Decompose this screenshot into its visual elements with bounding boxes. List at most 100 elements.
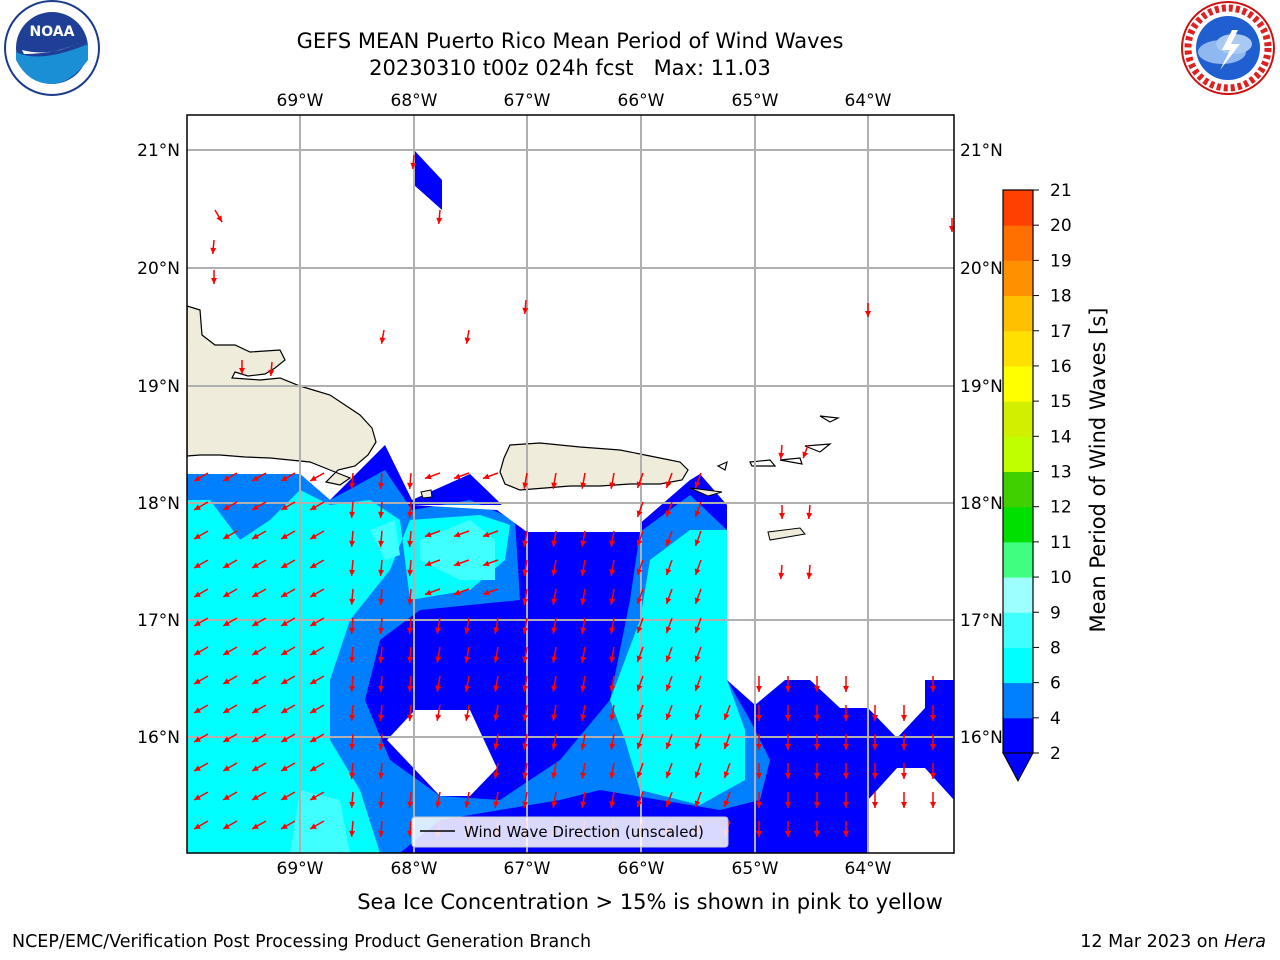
direction-arrow (251, 588, 267, 598)
colorbar-band (1003, 401, 1033, 437)
land-mona (420, 489, 433, 499)
direction-arrow (493, 733, 500, 750)
direction-arrow (378, 588, 385, 606)
direction-arrow (424, 588, 441, 596)
direction-arrow (580, 791, 587, 808)
colorbar-tick-label: 12 (1050, 498, 1072, 518)
direction-arrow (930, 763, 936, 779)
direction-arrow (609, 472, 616, 489)
direction-arrow (378, 559, 385, 577)
direction-arrow (193, 704, 209, 714)
lon-label-top: 66°W (618, 91, 665, 111)
direction-arrow (901, 705, 907, 721)
direction-arrow (309, 472, 325, 482)
direction-arrow (930, 792, 936, 808)
direction-arrow (193, 820, 209, 830)
direction-arrow (407, 675, 414, 693)
direction-arrow (349, 733, 356, 751)
lat-label-right: 20°N (960, 259, 1003, 279)
direction-arrow (636, 646, 644, 663)
longitude-labels-bottom: 69°W 68°W 67°W 66°W 65°W 64°W (277, 859, 892, 879)
colorbar-band (1003, 647, 1033, 684)
direction-arrow (309, 762, 325, 772)
direction-arrow (636, 762, 644, 779)
direction-arrow (522, 733, 529, 750)
direction-arrow (609, 675, 616, 692)
direction-arrow (193, 646, 209, 656)
direction-arrow (551, 733, 558, 750)
colorbar-tick-label: 18 (1050, 287, 1072, 307)
direction-arrow (756, 763, 762, 779)
direction-arrow (723, 762, 731, 779)
direction-arrow (222, 617, 238, 627)
direction-arrow (723, 733, 731, 750)
colorbar-band (1003, 612, 1033, 648)
direction-arrow (435, 704, 442, 721)
direction-arrow (493, 762, 500, 779)
direction-arrow (251, 675, 267, 685)
direction-arrow (193, 530, 209, 540)
direction-arrow (723, 704, 731, 721)
direction-arrow (280, 588, 296, 598)
colorbar-tick-label: 4 (1050, 709, 1061, 729)
direction-arrow (378, 646, 385, 664)
direction-arrow (694, 559, 702, 576)
direction-arrow (222, 762, 238, 772)
noaa-logo-text: NOAA (30, 24, 75, 40)
direction-arrow (222, 501, 238, 511)
direction-arrow (636, 617, 644, 634)
direction-arrow (609, 791, 616, 808)
land-vieques (689, 487, 723, 497)
direction-arrow (522, 704, 529, 721)
lat-label-left: 19°N (137, 377, 180, 397)
direction-arrow (580, 530, 587, 547)
colorbar-label: Mean Period of Wind Waves [s] (1086, 308, 1110, 633)
land-virgin-islands (716, 415, 841, 471)
direction-arrow (551, 704, 558, 721)
direction-arrow (222, 791, 238, 801)
colorbar-band (1003, 682, 1033, 719)
colorbar-tick-label: 19 (1050, 251, 1072, 271)
direction-arrow (580, 588, 587, 605)
direction-arrow (522, 675, 529, 692)
direction-arrow (222, 530, 238, 540)
direction-arrow (814, 676, 820, 692)
direction-arrow (222, 472, 238, 482)
direction-arrow (778, 444, 785, 460)
direction-arrow (378, 791, 385, 809)
lon-label-top: 64°W (845, 91, 892, 111)
colorbar: 2 4 6 8 9 10 11 12 13 14 15 16 17 18 19 20 21 (1002, 181, 1072, 783)
direction-arrow (636, 733, 644, 750)
direction-arrow (193, 762, 209, 772)
direction-arrow (309, 791, 325, 801)
direction-arrow (407, 791, 414, 809)
direction-arrow (580, 617, 587, 634)
direction-arrow (901, 792, 907, 808)
direction-arrow (280, 501, 296, 511)
direction-arrow (785, 705, 791, 721)
direction-arrow (214, 209, 223, 223)
colorbar-tick-label: 17 (1050, 322, 1072, 342)
colorbar-tick-label: 6 (1050, 674, 1061, 694)
direction-arrow (482, 530, 499, 538)
direction-arrow (309, 530, 325, 540)
chart-subtitle: 20230310 t00z 024h fcst Max: 11.03 (369, 56, 771, 80)
direction-arrow (464, 675, 471, 692)
colorbar-extend-arrow (1002, 752, 1034, 783)
direction-arrow (843, 792, 849, 808)
direction-arrow (280, 820, 296, 830)
direction-arrow (193, 559, 209, 569)
direction-arrow (785, 763, 791, 779)
direction-arrow (378, 617, 385, 635)
direction-arrow (251, 820, 267, 830)
lon-label-bottom: 67°W (504, 859, 551, 879)
direction-arrow (843, 763, 849, 779)
direction-arrow (493, 617, 500, 634)
lon-label-bottom: 68°W (391, 859, 438, 879)
direction-arrow (785, 821, 791, 837)
direction-arrow (280, 617, 296, 627)
direction-arrow (251, 501, 267, 511)
direction-arrow (609, 588, 616, 605)
direction-arrow (378, 675, 385, 693)
direction-arrow (609, 530, 616, 547)
